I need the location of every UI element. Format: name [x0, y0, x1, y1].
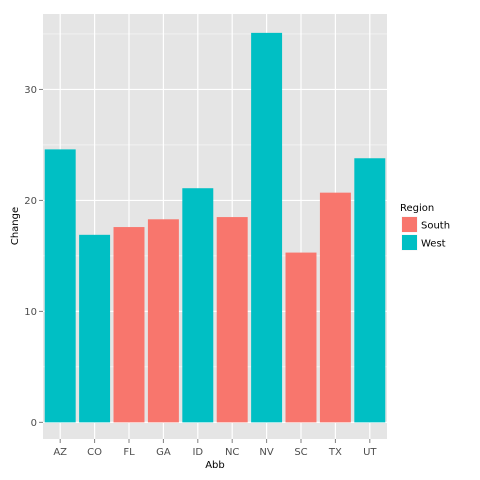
x-tick-label: NV [259, 447, 273, 458]
x-tick-label: NC [225, 447, 239, 458]
x-tick-label: UT [363, 447, 377, 458]
bar-fl [113, 227, 145, 423]
x-axis-title: Abb [205, 460, 225, 471]
bar-az [44, 149, 76, 423]
x-tick-label: SC [294, 447, 307, 458]
x-tick-label: GA [156, 447, 171, 458]
legend-label-west: West [421, 239, 446, 250]
x-tick-label: AZ [53, 447, 67, 458]
y-tick-label: 0 [31, 418, 37, 429]
bar-ut [354, 158, 386, 423]
x-tick-label: FL [123, 447, 135, 458]
bar-nv [251, 32, 283, 423]
y-axis-title: Change [10, 207, 21, 245]
x-tick-label: ID [192, 447, 203, 458]
legend-swatch-south [402, 217, 417, 232]
y-axis: 0 10 20 30 [24, 85, 43, 429]
legend-title: Region [400, 203, 434, 214]
x-axis: AZ CO FL GA ID NC NV SC TX UT [53, 439, 377, 458]
y-tick-label: 20 [24, 196, 37, 207]
bar-co [79, 234, 111, 423]
bar-ga [147, 219, 179, 423]
y-tick-label: 30 [24, 85, 37, 96]
bar-id [182, 188, 214, 423]
bar-nc [216, 217, 248, 423]
legend-label-south: South [421, 221, 450, 232]
bar-tx [319, 192, 351, 423]
bar-sc [285, 252, 317, 423]
y-tick-label: 10 [24, 307, 37, 318]
bars [44, 32, 386, 423]
x-tick-label: CO [87, 447, 102, 458]
legend: Region South West [400, 203, 450, 252]
legend-swatch-west [402, 235, 417, 250]
x-tick-label: TX [328, 447, 342, 458]
